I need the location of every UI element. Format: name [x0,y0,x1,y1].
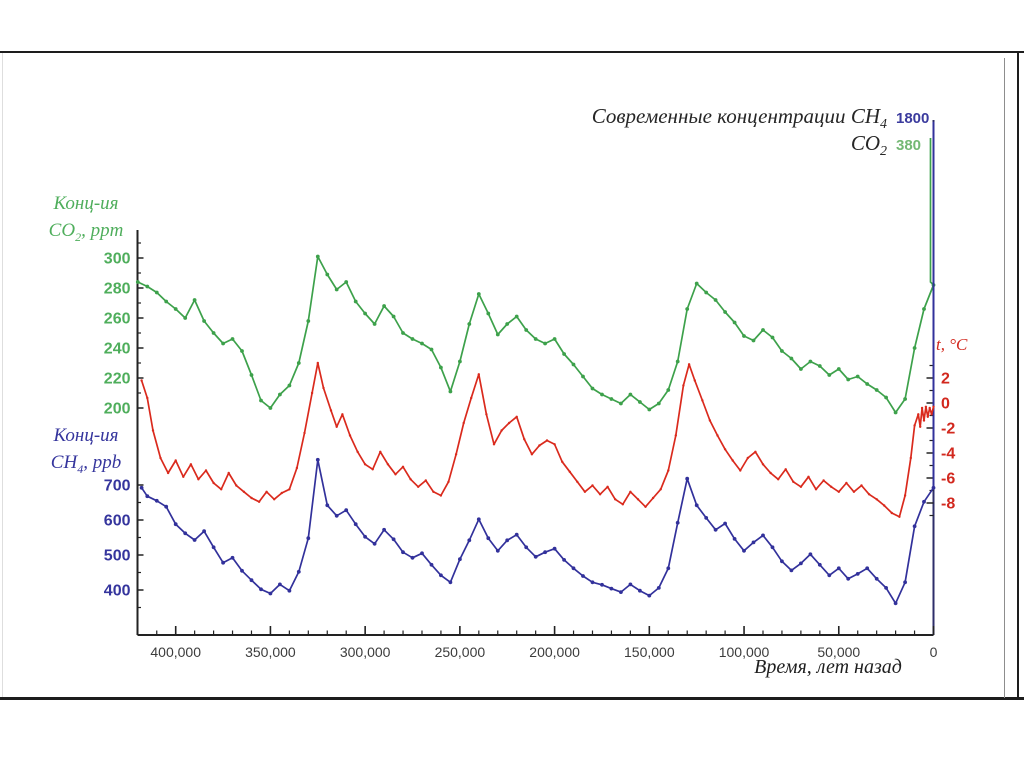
svg-text:250,000: 250,000 [435,644,486,660]
ch4-axis-label: Конц-ия CH4, ppb [26,422,146,483]
svg-text:200,000: 200,000 [529,644,580,660]
svg-text:2: 2 [941,371,950,388]
svg-text:50,000: 50,000 [817,644,860,660]
svg-text:350,000: 350,000 [245,644,296,660]
slide-left-edge [2,53,3,697]
ch4-axis-label-line1: Конц-ия [53,425,119,446]
svg-text:300,000: 300,000 [340,644,391,660]
svg-text:-8: -8 [941,496,955,513]
modern-ch4-row: Современные концентрации CH4 1800 [591,104,940,133]
ch4-axis-label-line2: CH4, ppb [50,452,122,476]
co2-axis-label-line2: CO2, ppm [48,220,124,244]
svg-text:240: 240 [104,341,131,358]
svg-text:700: 700 [104,478,131,495]
svg-text:600: 600 [104,513,131,530]
svg-text:100,000: 100,000 [719,644,770,660]
modern-concentrations-note: Современные концентрации CH4 1800 CO2 38… [591,104,940,160]
svg-text:0: 0 [941,396,950,413]
modern-co2-row: CO2 380 [592,131,940,160]
co2-axis-label: Конц-ия CO2, ppm [26,190,146,251]
svg-text:260: 260 [104,311,131,328]
co2-axis-label-line1: Конц-ия [53,193,119,214]
svg-text:0: 0 [930,644,938,660]
note-text-ch4: Современные концентрации CH4 [591,104,887,133]
svg-text:400: 400 [104,583,131,600]
svg-text:280: 280 [104,281,131,298]
svg-text:220: 220 [104,371,131,388]
chart-image-edge [1004,58,1005,698]
time-axis-label: Время, лет назад [754,656,902,678]
svg-text:500: 500 [104,548,131,565]
slide-top-rule [0,51,1024,53]
svg-text:200: 200 [104,401,131,418]
svg-text:300: 300 [104,251,131,268]
note-text-co2: CO2 [850,131,887,160]
modern-ch4-value: 1800 [896,110,930,127]
slide-right-rule [1017,51,1019,700]
svg-text:-2: -2 [941,421,955,438]
temperature-axis-label: t, °C [936,335,968,354]
svg-text:150,000: 150,000 [624,644,675,660]
svg-text:-6: -6 [941,471,955,488]
svg-text:-4: -4 [941,446,955,463]
svg-text:400,000: 400,000 [150,644,201,660]
modern-co2-value: 380 [896,137,922,154]
slide-bottom-rule [0,697,1024,700]
